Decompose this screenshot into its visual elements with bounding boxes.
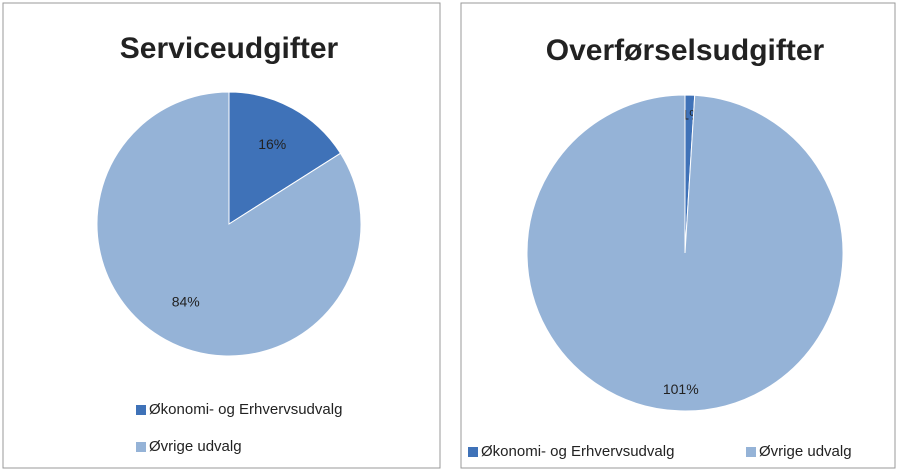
legend-swatch — [136, 442, 146, 452]
pie-slice — [228, 91, 342, 225]
chart-title: Serviceudgifter — [120, 32, 339, 65]
chart-title: Overførselsudgifter — [546, 34, 825, 67]
legend-swatch — [746, 447, 756, 457]
pie-slice — [526, 94, 844, 412]
slice-label: 101% — [663, 381, 699, 397]
legend-swatch — [468, 447, 478, 457]
legend-label: Økonomi- og Erhvervsudvalg — [481, 443, 674, 460]
pie-slice — [96, 91, 362, 357]
slice-label: 16% — [258, 136, 286, 152]
legend-label: Økonomi- og Erhvervsudvalg — [149, 401, 342, 418]
legend-swatch — [136, 405, 146, 415]
slice-label: 84% — [172, 293, 200, 309]
legend-label: Øvrige udvalg — [759, 443, 852, 460]
legend-label: Øvrige udvalg — [149, 438, 242, 455]
